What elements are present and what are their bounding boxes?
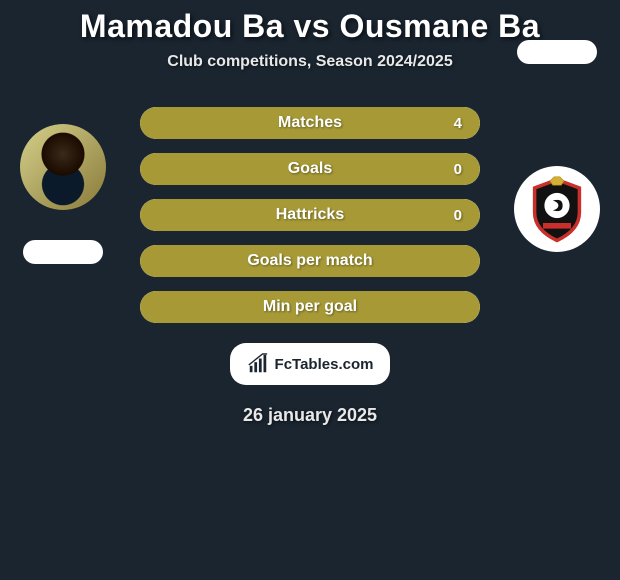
stat-row: Min per goal xyxy=(140,291,480,323)
player-left-club-pill xyxy=(23,240,103,264)
subtitle: Club competitions, Season 2024/2025 xyxy=(167,53,452,71)
page-title: Mamadou Ba vs Ousmane Ba xyxy=(80,8,540,45)
player-left-column xyxy=(20,124,106,264)
stat-label: Goals per match xyxy=(140,245,480,277)
stat-label: Matches xyxy=(140,107,480,139)
stat-value-right: 0 xyxy=(454,153,462,185)
stat-value-right: 0 xyxy=(454,199,462,231)
stat-value-right: 4 xyxy=(454,107,462,139)
stat-row: Goals0 xyxy=(140,153,480,185)
stat-row: Hattricks0 xyxy=(140,199,480,231)
player-right-club-crest xyxy=(514,166,600,252)
branding-badge[interactable]: FcTables.com xyxy=(230,343,390,385)
player-right-name-pill xyxy=(517,40,597,64)
stat-label: Hattricks xyxy=(140,199,480,231)
chart-icon xyxy=(247,353,269,375)
comparison-card: Mamadou Ba vs Ousmane Ba Club competitio… xyxy=(0,0,620,426)
stat-row: Goals per match xyxy=(140,245,480,277)
stat-row: Matches4 xyxy=(140,107,480,139)
player-left-avatar xyxy=(20,124,106,210)
shield-icon xyxy=(522,174,592,244)
player-right-column xyxy=(514,124,600,252)
stat-label: Goals xyxy=(140,153,480,185)
stat-label: Min per goal xyxy=(140,291,480,323)
stats-list: Matches4Goals0Hattricks0Goals per matchM… xyxy=(140,107,480,323)
date-text: 26 january 2025 xyxy=(243,405,377,426)
branding-text: FcTables.com xyxy=(275,356,374,373)
